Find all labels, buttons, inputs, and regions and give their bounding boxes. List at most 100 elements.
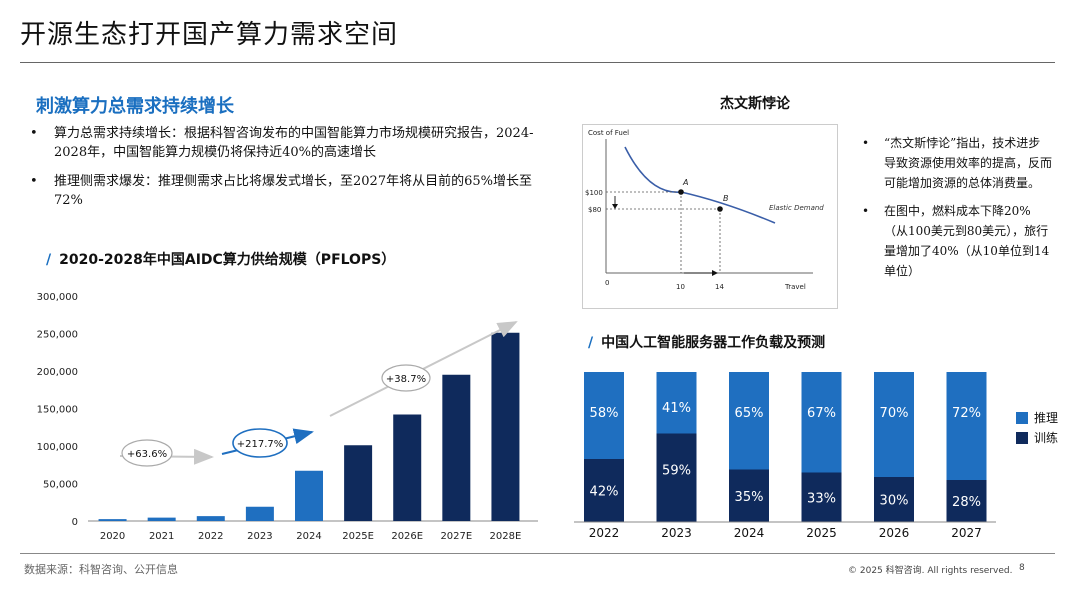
inference-value-label: 41%: [662, 401, 691, 416]
y-tick-label: 150,000: [37, 405, 78, 416]
growth-label-1: +63.6%: [127, 449, 167, 460]
inference-segment-2024: [729, 372, 769, 470]
x-origin: 0: [605, 279, 609, 287]
slide-title: 开源生态打开国产算力需求空间: [20, 20, 399, 50]
y-tick-label: 50,000: [43, 480, 78, 491]
inference-segment-2022: [584, 372, 624, 459]
inference-value-label: 58%: [590, 406, 619, 421]
bar-2025E: [344, 445, 373, 521]
demand-curve: [624, 146, 776, 224]
training-segment-2022: [584, 459, 624, 522]
inference-segment-2027: [946, 372, 987, 480]
bar-2022: [196, 516, 225, 521]
training-segment-2025: [801, 472, 842, 522]
growth-bubble-3: [381, 364, 431, 392]
curve-label-text: Elastic Demand: [769, 204, 824, 212]
x-tick-label: 2020: [100, 531, 125, 542]
growth-label-2: +217.7%: [237, 439, 284, 450]
y-tick-label: 100,000: [37, 442, 78, 453]
travel-increase-arrowhead: [712, 270, 718, 276]
curve-label: Elastic Demand: [769, 204, 824, 212]
x-tick-label: 2025E: [342, 531, 374, 542]
point-a-label: A: [682, 178, 688, 187]
x-tick-label: 2026E: [391, 531, 423, 542]
x-tick-label: 2023: [661, 526, 692, 540]
bar-2026E: [393, 414, 422, 521]
jevons-bullet-definition: “杰文斯悖论”指出，技术进步导致资源使用效率的提高，反而可能增加资源的总体消费量…: [862, 133, 1052, 193]
point-b-label: B: [723, 194, 729, 203]
workload-chart-title-text: 中国人工智能服务器工作负载及预测: [601, 335, 826, 351]
x-tick-label: 2025: [806, 526, 837, 540]
x-tick-label: 2024: [296, 531, 321, 542]
jevons-heading: 杰文斯悖论: [720, 96, 790, 112]
y-tick-label: 300,000: [37, 292, 78, 303]
growth-label-3: +38.7%: [386, 374, 426, 385]
x-tick-label: 2022: [198, 531, 223, 542]
section-title: 刺激算力总需求持续增长: [36, 96, 234, 117]
demand-bullets: 算力总需求持续增长：根据科智咨询发布的中国智能算力市场规模研究报告，2024-2…: [30, 124, 535, 220]
diagram-ylabel: Cost of Fuel: [588, 129, 629, 137]
growth-bubble-2: [232, 428, 288, 458]
training-segment-2023: [656, 433, 697, 522]
x-tick-label: 2021: [149, 531, 174, 542]
jevons-bullets: “杰文斯悖论”指出，技术进步导致资源使用效率的提高，反而可能增加资源的总体消费量…: [862, 133, 1052, 289]
inference-value-label: 72%: [952, 406, 981, 421]
training-value-label: 30%: [880, 494, 909, 509]
x-tick-label: 2027E: [440, 531, 472, 542]
x-tick-label: 2022: [589, 526, 620, 540]
legend-swatch-0: [1016, 412, 1028, 424]
copyright: © 2025 科智咨询. All rights reserved.: [848, 566, 1013, 576]
inference-segment-2023: [656, 372, 697, 434]
bar-2020: [98, 519, 127, 521]
bar-2027E: [442, 374, 471, 521]
inference-value-label: 70%: [880, 406, 909, 421]
training-value-label: 59%: [662, 464, 691, 479]
diagram-xlabel: Travel: [784, 283, 806, 291]
legend-swatch-1: [1016, 432, 1028, 444]
workload-stacked-chart: 58% 42% 41% 59% 65% 35% 67% 33% 70% 30% 72% 28% 202…: [574, 372, 1058, 540]
y-tick-label: 250,000: [37, 330, 78, 341]
supply-bar-chart: 0 50,000 100,000 150,000 200,000 250,000 300,0…: [37, 292, 538, 542]
point-b: [717, 206, 723, 212]
jevons-diagram: Cost of Fuel A B $100 $80 Elastic Demand…: [585, 129, 824, 291]
supply-chart-title: / 2020-2028年中国AIDC算力供给规模（PFLOPS）: [46, 249, 395, 269]
y-tick-100: $100: [585, 189, 603, 197]
inference-value-label: 65%: [735, 406, 764, 421]
y-tick-80: $80: [588, 206, 601, 214]
x-tick-label: 2023: [247, 531, 272, 542]
data-source: 数据来源：科智咨询、公开信息: [24, 563, 178, 576]
bullet-total-demand: 算力总需求持续增长：根据科智咨询发布的中国智能算力市场规模研究报告，2024-2…: [30, 124, 535, 162]
price-drop-arrowhead: [612, 204, 618, 209]
inference-segment-2025: [801, 372, 842, 473]
bar-2023: [245, 506, 274, 521]
x-tick-14: 14: [715, 283, 724, 291]
training-value-label: 42%: [590, 485, 619, 500]
slash-mark-2: /: [588, 335, 594, 351]
training-segment-2024: [729, 469, 769, 522]
y-tick-label: 0: [72, 517, 78, 528]
bar-2028E: [491, 332, 520, 521]
x-tick-label: 2024: [734, 526, 765, 540]
x-tick-label: 2027: [951, 526, 982, 540]
training-segment-2026: [874, 477, 914, 522]
workload-chart-title: / 中国人工智能服务器工作负载及预测: [588, 332, 825, 352]
x-tick-label: 2028E: [490, 531, 522, 542]
training-value-label: 28%: [952, 495, 981, 510]
inference-value-label: 67%: [807, 406, 836, 421]
bullet-inference-demand: 推理侧需求爆发：推理侧需求占比将爆发式增长，至2027年将从目前的65%增长至7…: [30, 172, 535, 210]
x-tick-label: 2026: [879, 526, 910, 540]
point-a: [678, 189, 684, 195]
training-segment-2027: [946, 480, 987, 522]
title-divider: [20, 62, 1055, 63]
jevons-bullet-example: 在图中，燃料成本下降20%（从100美元到80美元），旅行量增加了40%（从10…: [862, 201, 1052, 281]
training-value-label: 33%: [807, 491, 836, 506]
x-tick-10: 10: [676, 283, 685, 291]
footer-divider: [20, 553, 1055, 554]
slash-mark-1: /: [46, 252, 52, 268]
supply-chart-title-text: 2020-2028年中国AIDC算力供给规模（PFLOPS）: [59, 252, 396, 268]
jevons-diagram-panel: Cost of Fuel A B $100 $80 Elastic Demand…: [582, 124, 838, 309]
bar-2021: [147, 517, 176, 521]
bar-2024: [295, 470, 323, 521]
y-tick-label: 200,000: [37, 367, 78, 378]
legend-label-0: 推理: [1034, 411, 1058, 425]
